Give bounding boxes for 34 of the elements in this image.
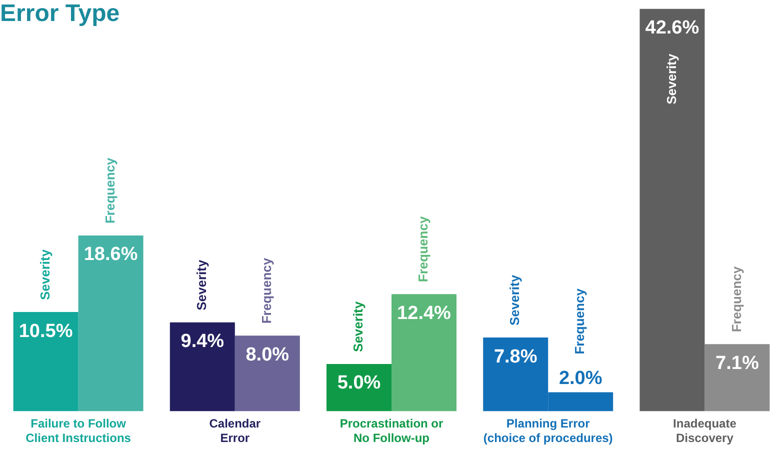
data-label: 7.8% (494, 346, 538, 368)
text: Severity (350, 301, 366, 352)
text: Severity (507, 274, 522, 326)
data-label: 5.0% (337, 372, 381, 394)
x-tick-label: Failure to Follow Client Instructions (26, 416, 132, 446)
bar (640, 8, 705, 412)
text: Frequency (572, 288, 588, 354)
bar (13, 312, 78, 412)
x-tick-label: Calendar Error (209, 416, 261, 446)
x-tick-label: Procrastination or No Follow-up (340, 416, 444, 446)
x-tick-label: Planning Error (choice of procedures) (483, 416, 613, 446)
text: Frequency (728, 266, 744, 332)
bar (704, 344, 770, 412)
bar (170, 322, 235, 412)
data-label: 8.0% (246, 344, 290, 366)
data-label: 42.6% (645, 18, 700, 39)
bar (392, 294, 456, 412)
text: Frequency (416, 216, 431, 282)
data-label: 10.5% (18, 320, 73, 342)
text: Severity (194, 260, 209, 310)
data-label: 9.4% (180, 331, 224, 352)
text: Severity (664, 54, 679, 104)
bar (78, 236, 144, 412)
bar (234, 336, 300, 412)
bar (326, 364, 392, 412)
text: Frequency (258, 258, 274, 324)
data-label: 7.1% (716, 352, 759, 374)
data-label: 12.4% (397, 302, 452, 324)
data-label: 18.6% (84, 244, 138, 266)
text: Frequency (102, 156, 118, 224)
x-tick-label: Inadequate Discovery (673, 416, 737, 446)
chart-title: Error Type (0, 0, 120, 28)
data-label: 2.0% (558, 368, 602, 390)
text: Severity (37, 248, 52, 300)
